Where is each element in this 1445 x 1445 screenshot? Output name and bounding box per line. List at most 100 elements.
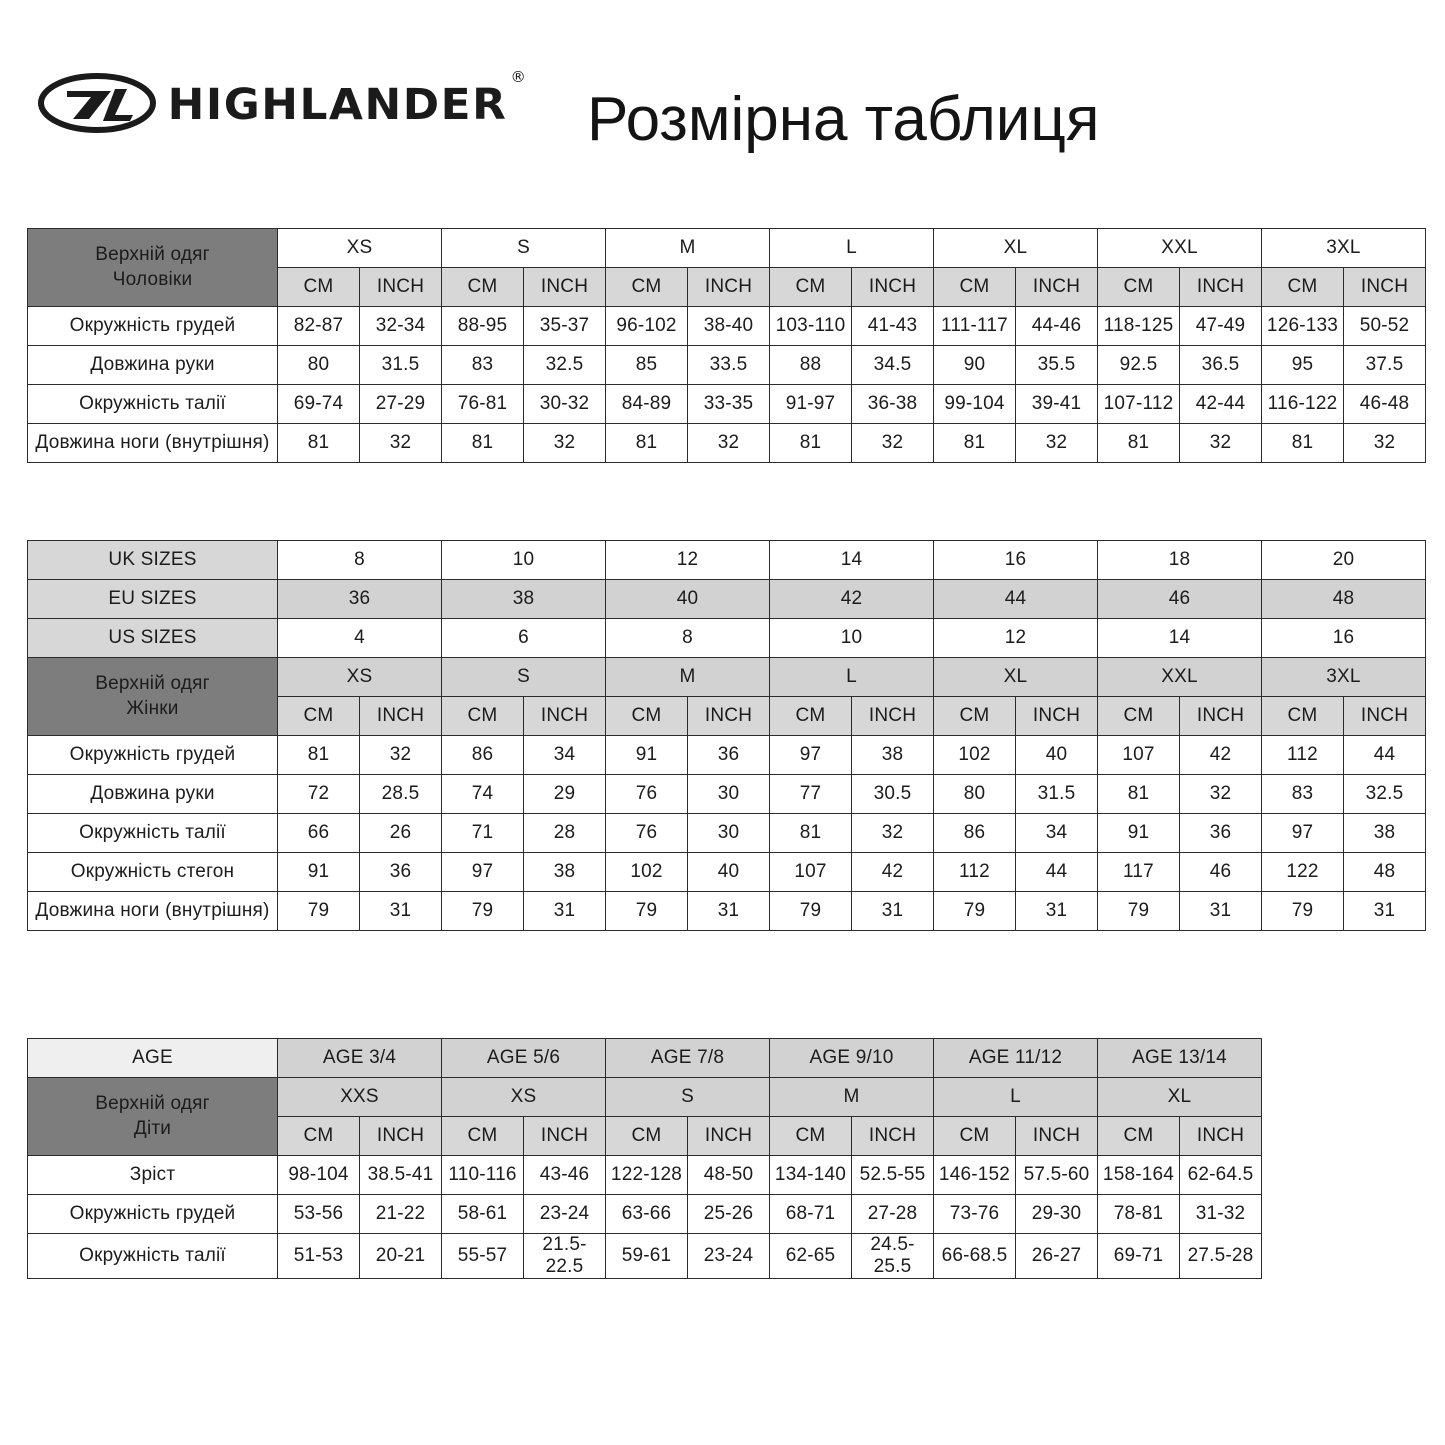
measurement-value: 24.5-25.5	[851, 1233, 934, 1279]
unit-header-cm: CM	[605, 267, 688, 307]
measurement-row: Довжина руки 80 31.5 83 32.5 85 33.5 88 34.5 90 35…	[27, 345, 1426, 385]
unit-header-inch: INCH	[1015, 1116, 1098, 1156]
age-group-header: AGE 11/12	[933, 1038, 1098, 1078]
measurement-value: 33-35	[687, 384, 770, 424]
size-header: M	[605, 657, 770, 697]
measurement-value: 81	[769, 813, 852, 853]
measurement-value: 38	[851, 735, 934, 775]
measurement-value: 107	[1097, 735, 1180, 775]
measurement-value: 38.5-41	[359, 1155, 442, 1195]
measurement-value: 31.5	[359, 345, 442, 385]
measurement-value: 28.5	[359, 774, 442, 814]
unit-header-cm: CM	[605, 1116, 688, 1156]
unit-header-row: CM INCH CM INCH CM INCH CM INCH CM INCH CM INCH CM IN…	[28, 696, 1426, 736]
standard-value: 10	[441, 540, 606, 580]
measurement-row: Окружність грудей 81 32 86 34 91 36 97 38 102 40 10…	[27, 735, 1426, 775]
measurement-label: Окружність грудей	[27, 1194, 278, 1234]
unit-header-cm: CM	[1261, 696, 1344, 736]
measurement-value: 31	[1179, 891, 1262, 931]
measurement-value: 32	[1179, 774, 1262, 814]
measurement-value: 35.5	[1015, 345, 1098, 385]
unit-header-inch: INCH	[523, 267, 606, 307]
size-header: XXL	[1097, 657, 1262, 697]
measurement-row: Окружність грудей 82-87 32-34 88-95 35-37 96-…	[27, 306, 1426, 346]
women-size-table-block: UK SIZES 8 10 12 14 16 18 20 EU SIZES 36 38 40 42 44 4…	[27, 540, 1426, 931]
measurement-value: 32	[851, 423, 934, 463]
age-group-header: AGE 9/10	[769, 1038, 934, 1078]
page-title: Розмірна таблиця	[587, 85, 1100, 154]
measurement-value: 32-34	[359, 306, 442, 346]
measurement-value: 99-104	[933, 384, 1016, 424]
standard-value: 36	[277, 579, 442, 619]
measurement-value: 21-22	[359, 1194, 442, 1234]
size-header-row: Верхній одяг Чоловіки XS S M L XL XXL 3XL	[27, 228, 1426, 307]
age-group-header: AGE 5/6	[441, 1038, 606, 1078]
unit-header-inch: INCH	[1179, 696, 1262, 736]
measurement-value: 21.5-22.5	[523, 1233, 606, 1279]
measurement-value: 81	[1261, 423, 1344, 463]
measurement-value: 110-116	[441, 1155, 524, 1195]
table-title: Верхній одяг Діти	[27, 1077, 278, 1156]
measurement-value: 42-44	[1179, 384, 1262, 424]
standard-label: UK SIZES	[27, 540, 278, 580]
unit-header-inch: INCH	[359, 1116, 442, 1156]
measurement-label: Окружність грудей	[27, 306, 278, 346]
measurement-value: 118-125	[1097, 306, 1180, 346]
unit-header-inch: INCH	[851, 267, 934, 307]
standard-value: 12	[605, 540, 770, 580]
measurement-value: 46-48	[1343, 384, 1426, 424]
measurement-value: 32	[1343, 423, 1426, 463]
measurement-label: Окружність талії	[27, 1233, 278, 1279]
size-header-row: Верхній одяг Жінки XS S M L XL XXL 3XL	[27, 657, 1426, 736]
standard-value: 14	[1097, 618, 1262, 658]
measurement-value: 81	[1097, 774, 1180, 814]
measurement-value: 134-140	[769, 1155, 852, 1195]
measurement-label: Окружність талії	[27, 813, 278, 853]
kids-size-table-block: AGE AGE 3/4 AGE 5/6 AGE 7/8 AGE 9/10 AGE 11/1…	[27, 1038, 1262, 1279]
measurement-row: Довжина ноги (внутрішня) 81 32 81 32 81 32 81 32…	[27, 423, 1426, 463]
highlander-ellipse-emblem-icon	[37, 71, 157, 140]
measurement-value: 91-97	[769, 384, 852, 424]
size-header: S	[441, 228, 606, 268]
measurement-value: 29	[523, 774, 606, 814]
measurement-label: Довжина руки	[27, 774, 278, 814]
measurement-value: 85	[605, 345, 688, 385]
size-header: XS	[441, 1077, 606, 1117]
unit-header-cm: CM	[769, 696, 852, 736]
measurement-value: 71	[441, 813, 524, 853]
measurement-value: 107-112	[1097, 384, 1180, 424]
measurement-value: 98-104	[277, 1155, 360, 1195]
unit-header-cm: CM	[769, 267, 852, 307]
measurement-value: 34.5	[851, 345, 934, 385]
unit-header-cm: CM	[277, 1116, 360, 1156]
measurement-value: 79	[769, 891, 852, 931]
measurement-value: 88	[769, 345, 852, 385]
measurement-value: 79	[1261, 891, 1344, 931]
measurement-value: 40	[687, 852, 770, 892]
measurement-value: 117	[1097, 852, 1180, 892]
measurement-value: 51-53	[277, 1233, 360, 1279]
measurement-value: 81	[605, 423, 688, 463]
brand-wordmark-text: HIGHLANDER	[167, 79, 508, 130]
measurement-value: 57.5-60	[1015, 1155, 1098, 1195]
measurement-value: 30.5	[851, 774, 934, 814]
measurement-value: 122-128	[605, 1155, 688, 1195]
unit-header-inch: INCH	[1179, 267, 1262, 307]
measurement-value: 33.5	[687, 345, 770, 385]
measurement-value: 36	[1179, 813, 1262, 853]
measurement-value: 52.5-55	[851, 1155, 934, 1195]
measurement-value: 32.5	[1343, 774, 1426, 814]
measurement-label: Окружність грудей	[27, 735, 278, 775]
size-header: L	[933, 1077, 1098, 1117]
measurement-row: Окружність стегон 91 36 97 38 102 40 107 42 112 44…	[27, 852, 1426, 892]
age-group-header: AGE 13/14	[1097, 1038, 1262, 1078]
measurement-value: 26-27	[1015, 1233, 1098, 1279]
measurement-value: 32.5	[523, 345, 606, 385]
standard-value: 14	[769, 540, 934, 580]
measurement-value: 48	[1343, 852, 1426, 892]
unit-header-cm: CM	[605, 696, 688, 736]
size-header: XL	[933, 228, 1098, 268]
measurement-value: 32	[523, 423, 606, 463]
measurement-value: 23-24	[523, 1194, 606, 1234]
standard-value: 16	[933, 540, 1098, 580]
